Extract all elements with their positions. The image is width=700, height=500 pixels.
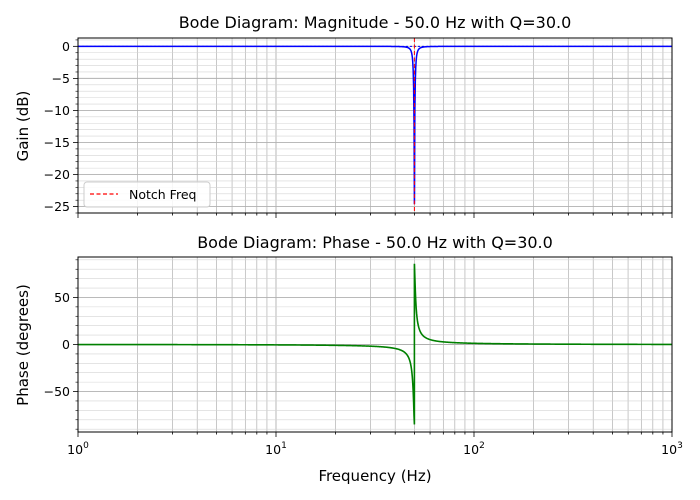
x-tick-label: 102 xyxy=(463,441,485,457)
x-tick-label: 103 xyxy=(661,441,683,457)
y-tick-label: −50 xyxy=(44,384,70,399)
legend-box xyxy=(83,181,211,208)
phase-line xyxy=(78,263,672,425)
magnitude-title: Bode Diagram: Magnitude - 50.0 Hz with Q… xyxy=(179,13,572,32)
magnitude-axes-frame xyxy=(77,37,673,214)
magnitude-line xyxy=(78,45,672,205)
magnitude-legend: Notch Freq xyxy=(83,181,211,208)
magnitude-ticks: 0 −5 −10 −15 −20 −25 xyxy=(44,39,673,218)
phase-title: Bode Diagram: Phase - 50.0 Hz with Q=30.… xyxy=(197,233,553,252)
y-tick-label: −5 xyxy=(52,71,70,86)
phase-plot: 50 0 −50 100 101 102 103 Bode Diagram: Phase -… xyxy=(14,233,683,485)
y-tick-label: 50 xyxy=(54,290,70,305)
phase-series xyxy=(78,263,672,425)
y-tick-label: −25 xyxy=(44,199,70,214)
x-tick-label: 101 xyxy=(265,441,287,457)
x-tick-label: 100 xyxy=(67,441,89,457)
phase-ylabel: Phase (degrees) xyxy=(14,284,32,406)
magnitude-plot: 0 −5 −10 −15 −20 −25 Bode Diagram: Magnitude … xyxy=(14,13,673,218)
y-tick-label: 0 xyxy=(62,337,70,352)
magnitude-grid xyxy=(77,38,672,214)
magnitude-series xyxy=(78,38,672,213)
phase-ticks: 50 0 −50 100 101 102 103 xyxy=(44,259,683,457)
phase-xlabel: Frequency (Hz) xyxy=(318,467,431,485)
y-tick-label: −20 xyxy=(44,167,70,182)
y-tick-label: −10 xyxy=(44,103,70,118)
y-tick-label: −15 xyxy=(44,135,70,150)
legend-notch-label: Notch Freq xyxy=(129,187,196,202)
magnitude-ylabel: Gain (dB) xyxy=(14,91,32,162)
y-tick-label: 0 xyxy=(62,39,70,54)
